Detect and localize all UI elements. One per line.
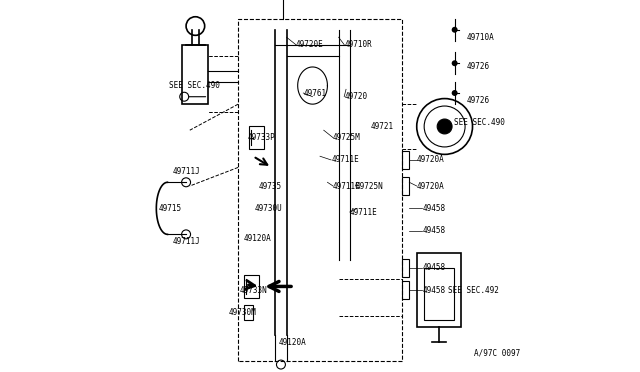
Circle shape xyxy=(452,27,458,33)
Text: 49726: 49726 xyxy=(467,96,490,105)
Text: 49726: 49726 xyxy=(467,62,490,71)
Text: 49733P: 49733P xyxy=(248,133,275,142)
Text: SEE SEC.492: SEE SEC.492 xyxy=(449,286,499,295)
Text: 49711J: 49711J xyxy=(173,237,201,246)
Text: A/97C 0097: A/97C 0097 xyxy=(474,349,520,358)
Text: 49458: 49458 xyxy=(422,263,445,272)
Text: 49458: 49458 xyxy=(422,204,445,213)
Text: 49735: 49735 xyxy=(259,182,282,190)
Text: 49733N: 49733N xyxy=(240,286,268,295)
Text: 49711E: 49711E xyxy=(333,182,361,190)
Circle shape xyxy=(437,119,452,134)
Text: 49721: 49721 xyxy=(370,122,394,131)
Text: 49458: 49458 xyxy=(422,226,445,235)
Text: 49458: 49458 xyxy=(422,286,445,295)
Text: 49711E: 49711E xyxy=(331,155,359,164)
Text: 49710R: 49710R xyxy=(344,40,372,49)
Text: 49730U: 49730U xyxy=(255,204,283,213)
Text: 49710A: 49710A xyxy=(467,33,495,42)
Text: 49120A: 49120A xyxy=(279,338,307,347)
Text: 49120A: 49120A xyxy=(244,234,271,243)
Text: SEE SEC.490: SEE SEC.490 xyxy=(454,118,505,127)
Text: 49711E: 49711E xyxy=(349,208,378,217)
Text: 49761: 49761 xyxy=(303,89,326,97)
Text: 49715: 49715 xyxy=(158,204,181,213)
Text: 49720A: 49720A xyxy=(417,155,444,164)
Text: 49730M: 49730M xyxy=(229,308,257,317)
Circle shape xyxy=(452,90,458,96)
Text: 49711J: 49711J xyxy=(173,167,201,176)
Circle shape xyxy=(452,60,458,66)
Text: 49720: 49720 xyxy=(344,92,367,101)
Text: 49720A: 49720A xyxy=(417,182,444,190)
Text: 49725N: 49725N xyxy=(355,182,383,190)
Text: SEE SEC.490: SEE SEC.490 xyxy=(170,81,220,90)
Text: 49725M: 49725M xyxy=(333,133,361,142)
Text: 49720E: 49720E xyxy=(296,40,324,49)
